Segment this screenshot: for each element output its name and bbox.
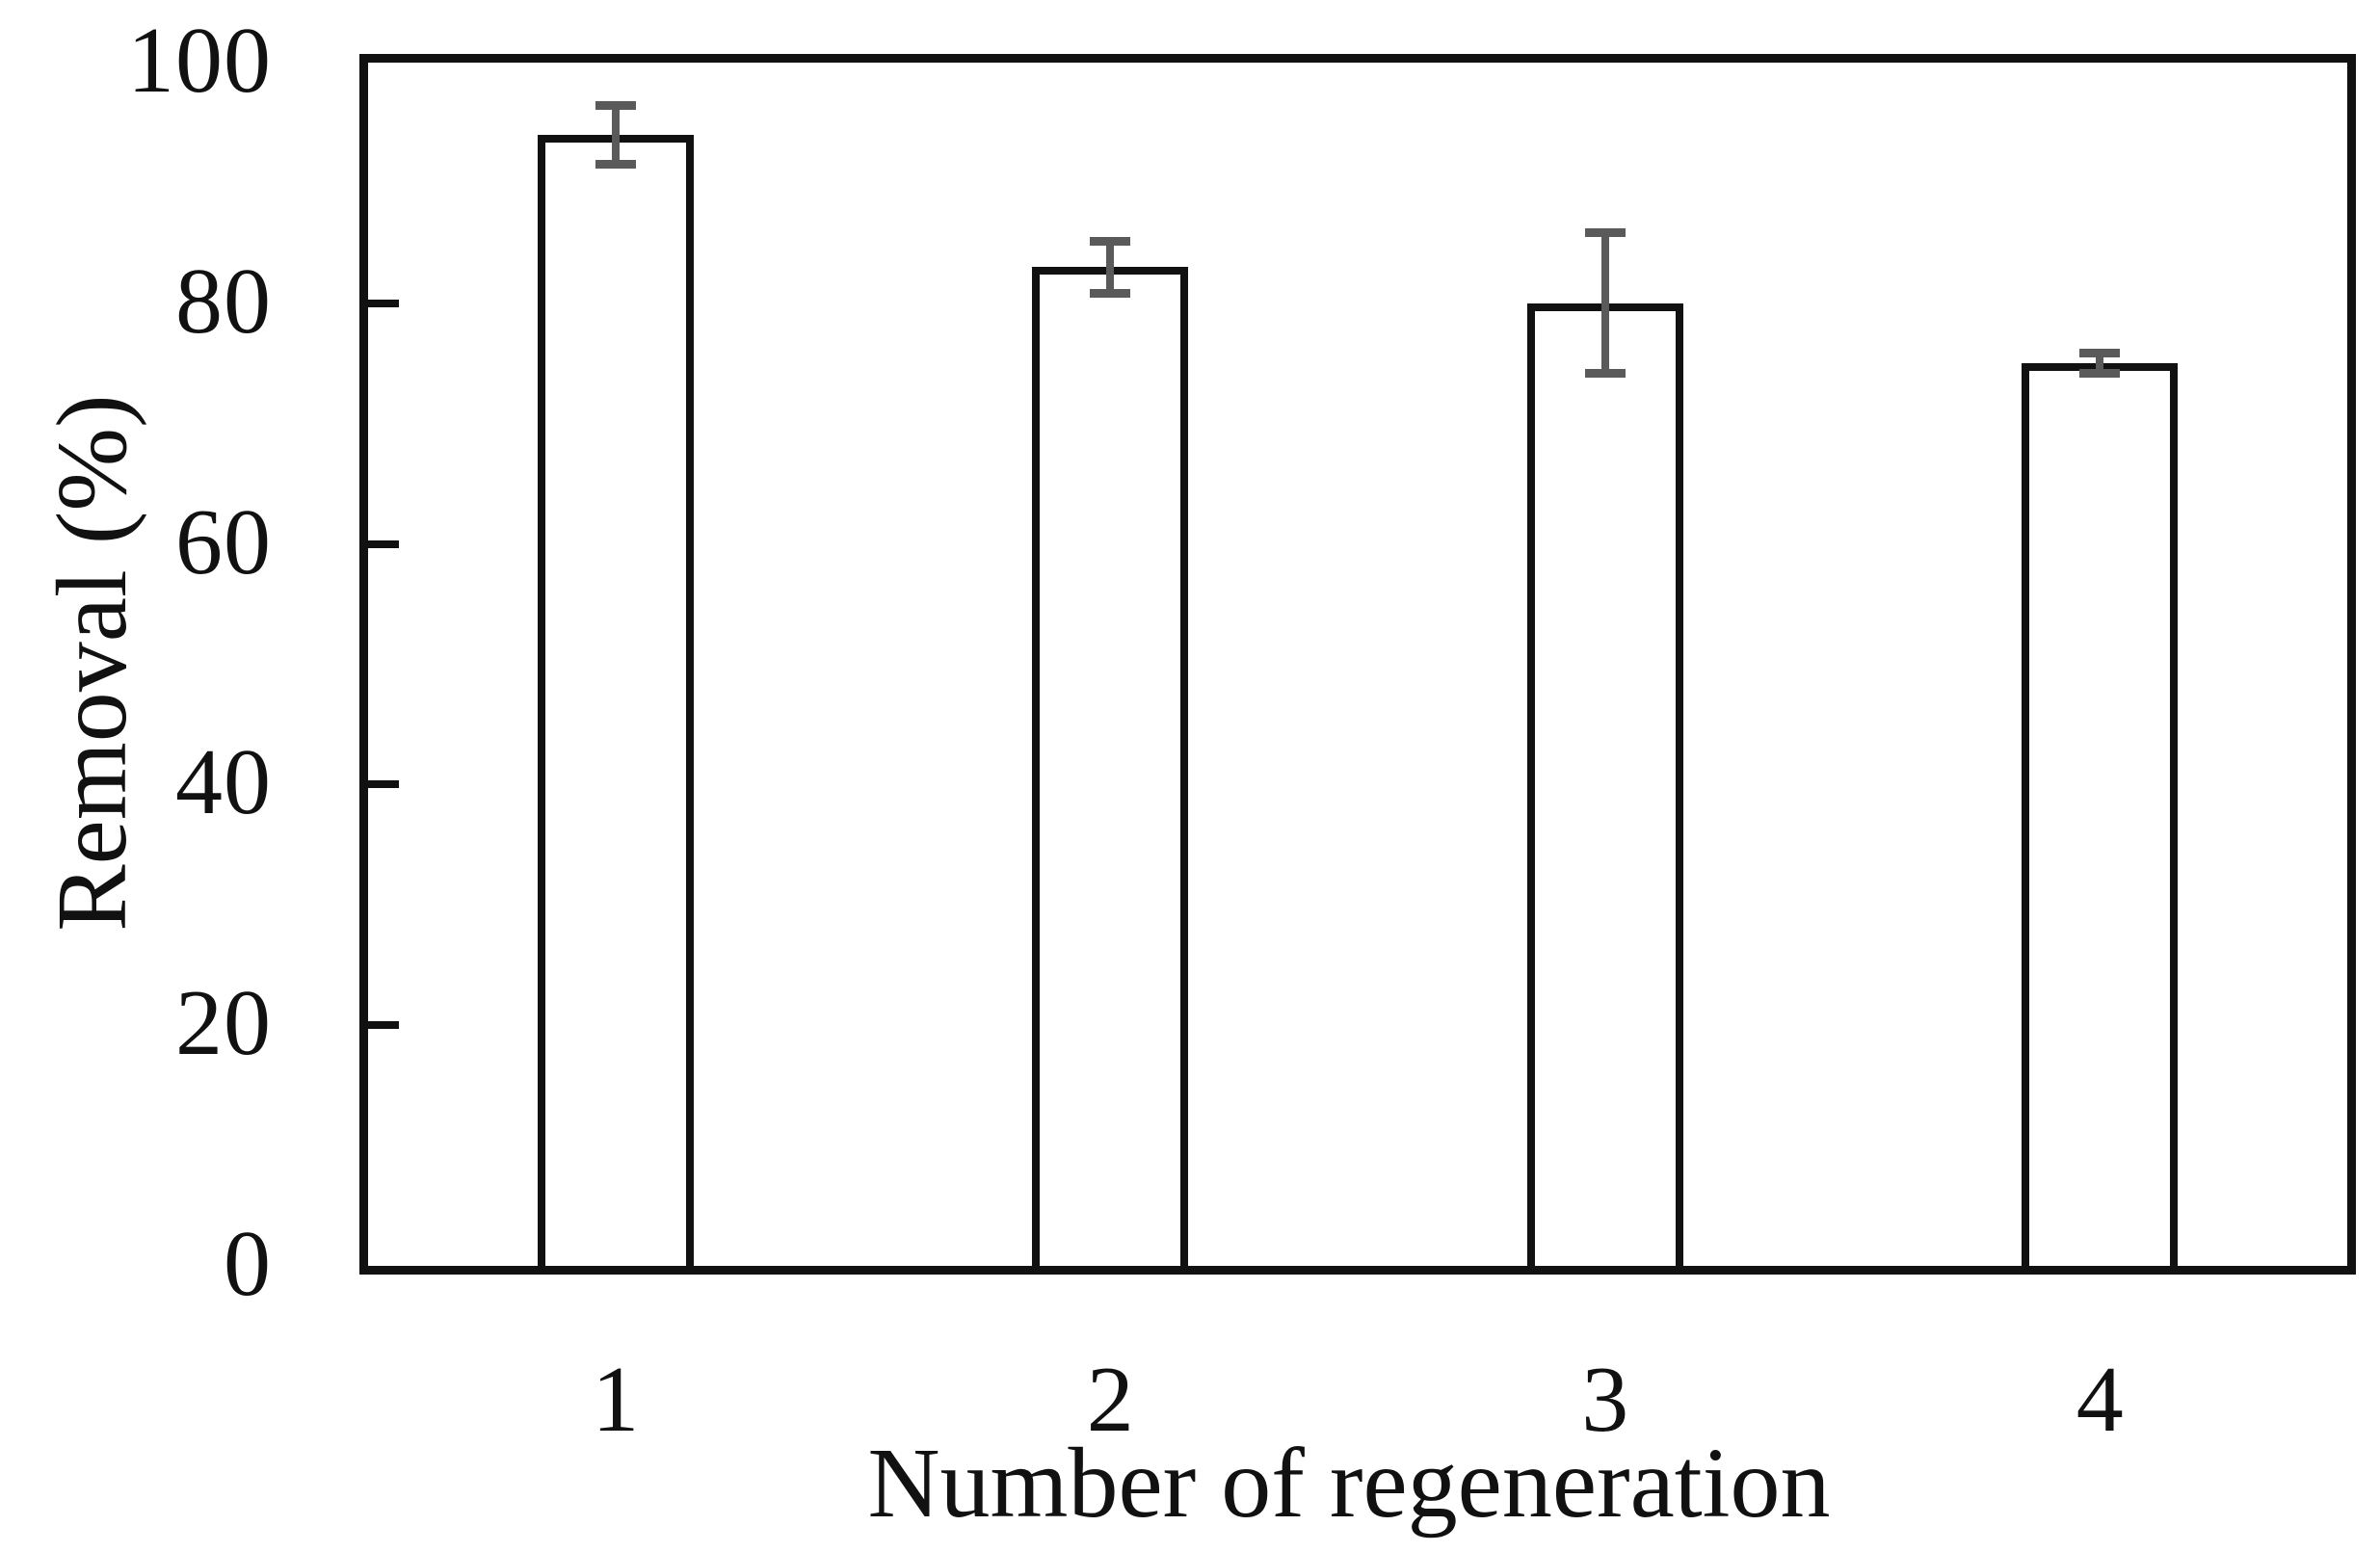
x-tick-label: 1 — [592, 1348, 640, 1452]
error-bar-stem — [2096, 349, 2104, 379]
error-bar-top-cap — [1090, 237, 1131, 247]
x-tick-label: 4 — [2076, 1348, 2124, 1452]
x-axis-title: Number of regeneration — [867, 1428, 1831, 1539]
x-tick-label: 2 — [1086, 1348, 1134, 1452]
error-bar-bottom-cap — [595, 159, 636, 169]
y-tick-mark — [368, 780, 399, 789]
error-bar-stem — [1600, 228, 1609, 379]
y-tick-label: 80 — [175, 249, 272, 354]
error-bar-top-cap — [595, 100, 636, 110]
error-bar — [1090, 237, 1131, 298]
y-tick-mark — [368, 299, 399, 307]
error-bar — [1584, 228, 1626, 379]
error-bar-stem — [1106, 237, 1115, 298]
error-bar — [595, 100, 636, 169]
bar — [1526, 303, 1683, 1266]
y-tick-label: 40 — [175, 730, 272, 835]
plot-inner — [368, 63, 2347, 1266]
bar — [2022, 363, 2179, 1266]
bar — [1032, 267, 1189, 1266]
error-bar-top-cap — [2079, 349, 2121, 358]
bar — [537, 134, 694, 1266]
y-axis-title: Removal (%) — [37, 394, 147, 932]
plot-area — [359, 54, 2356, 1275]
y-tick-label: 100 — [127, 9, 272, 114]
y-tick-label: 0 — [224, 1212, 272, 1317]
error-bar-bottom-cap — [2079, 369, 2121, 379]
y-tick-mark — [368, 1021, 399, 1030]
error-bar-top-cap — [1584, 228, 1626, 238]
y-tick-label: 60 — [175, 489, 272, 594]
y-tick-label: 20 — [175, 971, 272, 1076]
error-bar-stem — [611, 100, 620, 169]
error-bar-bottom-cap — [1090, 288, 1131, 298]
x-tick-label: 3 — [1581, 1348, 1629, 1452]
error-bar-bottom-cap — [1584, 369, 1626, 379]
error-bar — [2079, 349, 2121, 379]
y-tick-mark — [368, 539, 399, 548]
